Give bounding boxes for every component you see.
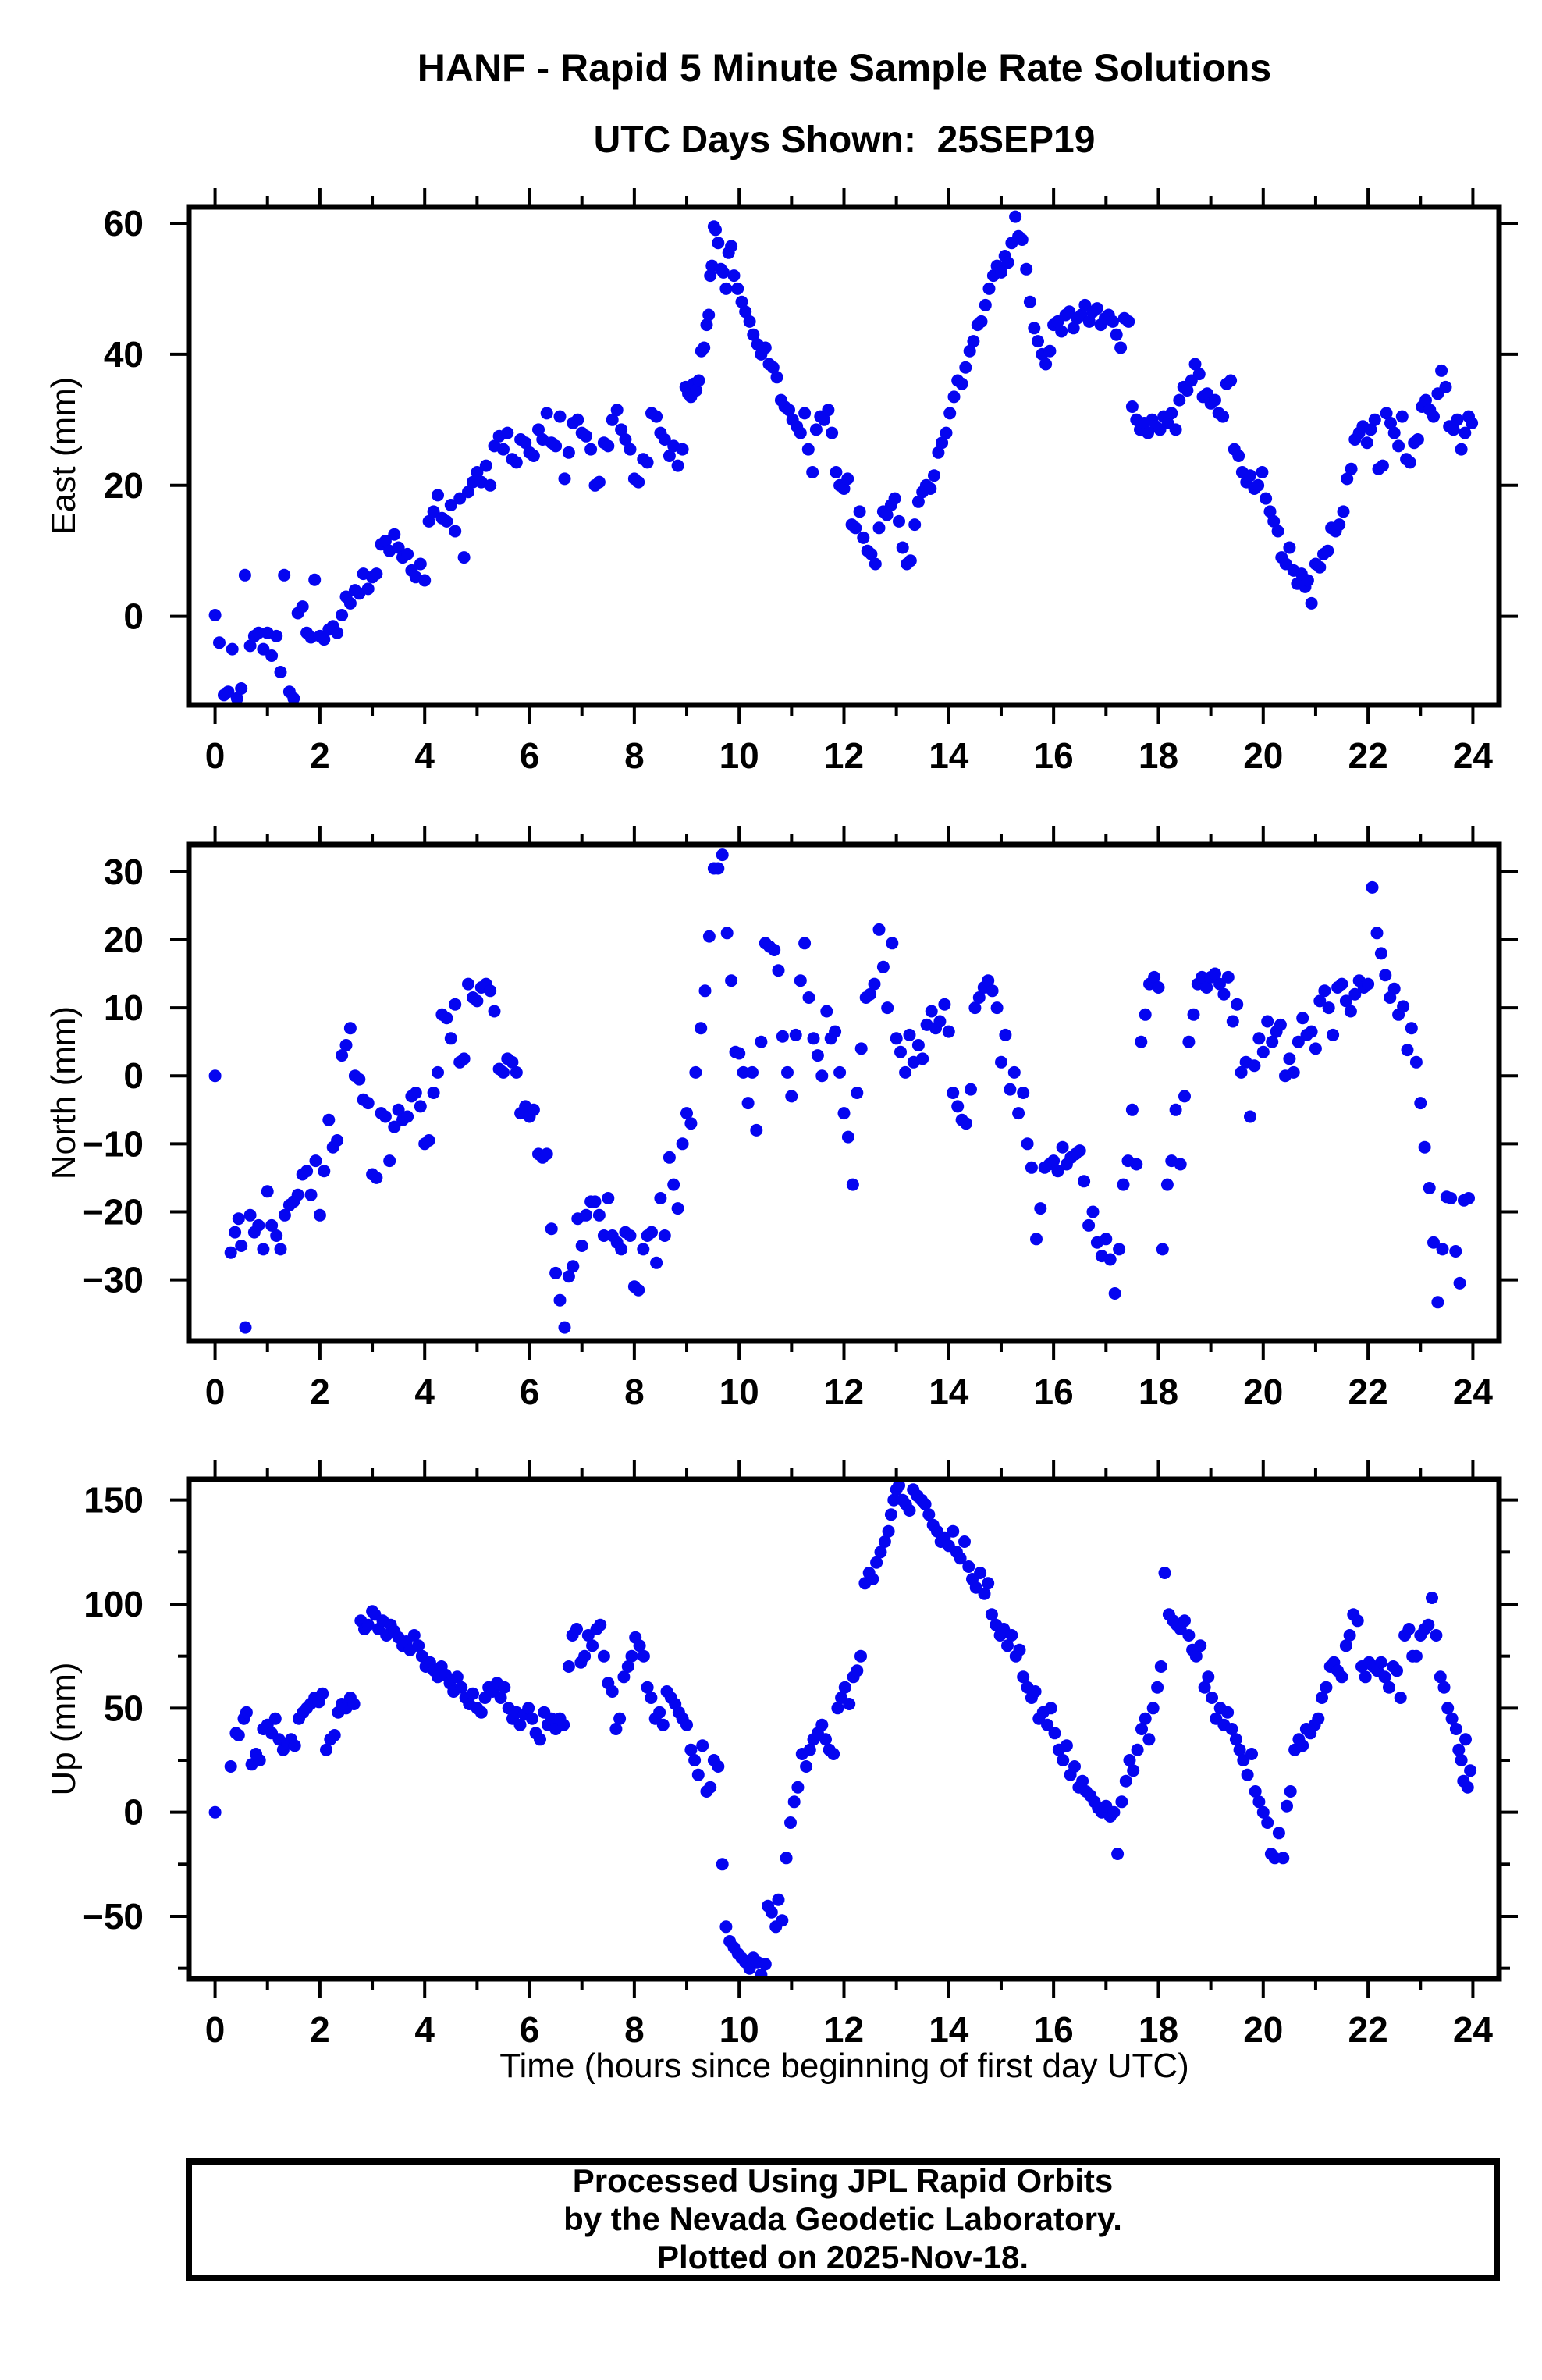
page-title: HANF - Rapid 5 Minute Sample Rate Soluti… [417, 46, 1272, 90]
svg-text:16: 16 [1034, 735, 1074, 776]
svg-text:−30: −30 [83, 1260, 144, 1300]
svg-text:16: 16 [1034, 2009, 1074, 2050]
svg-text:−50: −50 [83, 1896, 144, 1937]
up-scatter-points [208, 1479, 1477, 1979]
svg-text:6: 6 [520, 2009, 540, 2050]
svg-text:18: 18 [1139, 735, 1178, 776]
svg-text:20: 20 [1243, 735, 1283, 776]
footer-line-1: Processed Using JPL Rapid Orbits [572, 2162, 1114, 2200]
svg-text:0: 0 [205, 2009, 226, 2050]
footer-box: Processed Using JPL Rapid Orbits by the … [186, 2158, 1500, 2281]
svg-text:0: 0 [205, 735, 226, 776]
svg-text:0: 0 [123, 596, 144, 637]
svg-text:18: 18 [1139, 2009, 1178, 2050]
svg-text:2: 2 [310, 735, 330, 776]
east-x-ticks [213, 188, 1475, 724]
page-subtitle: UTC Days Shown: 25SEP19 [593, 119, 1096, 161]
north-y-ticks [170, 870, 1518, 1282]
north-axis-title: North (mm) [44, 1005, 83, 1180]
north-frame [186, 841, 1502, 1344]
svg-text:10: 10 [719, 1371, 759, 1412]
east-frame [186, 204, 1502, 708]
x-axis-label: Time (hours since beginning of first day… [499, 2047, 1189, 2085]
svg-text:24: 24 [1453, 2009, 1494, 2050]
svg-text:10: 10 [104, 987, 144, 1028]
svg-text:6: 6 [520, 735, 540, 776]
svg-text:14: 14 [929, 735, 969, 776]
svg-text:−20: −20 [83, 1191, 144, 1232]
svg-text:12: 12 [824, 1371, 864, 1412]
svg-text:2: 2 [310, 2009, 330, 2050]
east-x-tick-labels: 0 2 4 6 8 10 12 14 16 18 20 22 24 [205, 735, 1494, 776]
svg-text:4: 4 [414, 735, 435, 776]
svg-text:30: 30 [104, 852, 144, 892]
svg-text:24: 24 [1453, 1371, 1494, 1412]
svg-text:8: 8 [624, 1371, 645, 1412]
svg-text:14: 14 [929, 1371, 969, 1412]
svg-text:22: 22 [1348, 1371, 1388, 1412]
footer-line-3: Plotted on 2025-Nov-18. [656, 2238, 1029, 2275]
svg-text:20: 20 [1243, 2009, 1283, 2050]
up-x-tick-labels: 0 2 4 6 8 10 12 14 16 18 20 22 24 [205, 2009, 1494, 2050]
east-y-ticks [170, 221, 1518, 618]
north-scatter-points [208, 848, 1475, 1334]
east-y-tick-labels: 0 20 40 60 [104, 203, 144, 637]
svg-text:16: 16 [1034, 1371, 1074, 1412]
up-x-ticks [213, 1460, 1475, 1998]
east-axis-title: East (mm) [44, 376, 83, 535]
svg-text:40: 40 [104, 334, 144, 375]
svg-text:20: 20 [104, 920, 144, 960]
svg-text:6: 6 [520, 1371, 540, 1412]
svg-text:10: 10 [719, 2009, 759, 2050]
up-y-ticks [170, 1498, 1518, 1970]
svg-text:2: 2 [310, 1371, 330, 1412]
svg-text:20: 20 [1243, 1371, 1283, 1412]
svg-text:20: 20 [104, 465, 144, 506]
svg-text:8: 8 [624, 2009, 645, 2050]
svg-text:4: 4 [414, 2009, 435, 2050]
svg-text:0: 0 [205, 1371, 226, 1412]
svg-text:−10: −10 [83, 1123, 144, 1164]
north-x-tick-labels: 0 2 4 6 8 10 12 14 16 18 20 22 24 [205, 1371, 1494, 1412]
svg-text:100: 100 [83, 1584, 144, 1624]
svg-text:12: 12 [824, 735, 864, 776]
svg-text:0: 0 [123, 1055, 144, 1096]
svg-text:22: 22 [1348, 735, 1388, 776]
svg-text:4: 4 [414, 1371, 435, 1412]
svg-text:12: 12 [824, 2009, 864, 2050]
svg-text:0: 0 [123, 1792, 144, 1833]
north-x-ticks [213, 826, 1475, 1360]
footer-line-2: by the Nevada Geodetic Laboratory. [563, 2200, 1122, 2238]
svg-text:150: 150 [83, 1480, 144, 1521]
svg-text:50: 50 [104, 1688, 144, 1728]
svg-text:24: 24 [1453, 735, 1494, 776]
up-y-tick-labels: −50 0 50 100 150 [83, 1480, 144, 1937]
north-y-tick-labels: −30 −20 −10 0 10 20 30 [83, 852, 144, 1300]
svg-text:14: 14 [929, 2009, 969, 2050]
svg-text:22: 22 [1348, 2009, 1388, 2050]
svg-text:8: 8 [624, 735, 645, 776]
svg-text:60: 60 [104, 203, 144, 244]
up-axis-title: Up (mm) [44, 1662, 83, 1796]
svg-text:18: 18 [1139, 1371, 1178, 1412]
svg-text:10: 10 [719, 735, 759, 776]
east-scatter-points [208, 210, 1479, 705]
